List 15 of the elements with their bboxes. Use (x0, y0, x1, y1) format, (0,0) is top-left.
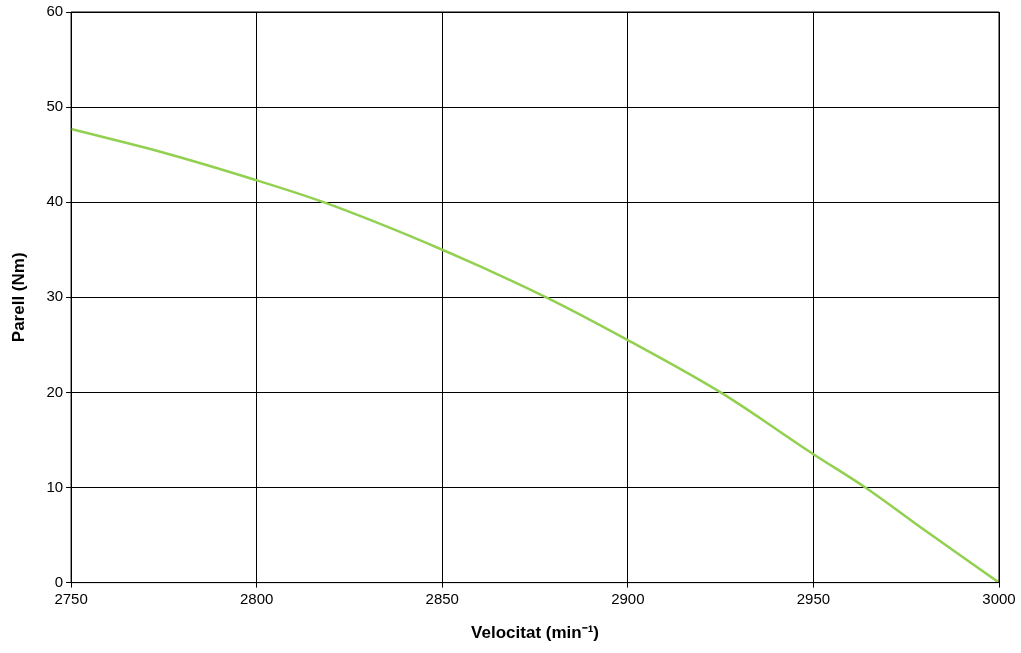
x-tick-label: 2800 (239, 589, 274, 607)
y-tick-label: 60 (46, 2, 64, 20)
y-axis-title: Parell (Nm) (8, 252, 28, 343)
x-axis-title: Velocitat (min⁻¹) (471, 623, 599, 643)
x-tick-label: 2900 (611, 589, 645, 607)
y-tick-label: 20 (46, 382, 64, 400)
y-tick-label: 40 (46, 192, 64, 210)
y-tick-label: 0 (54, 572, 64, 590)
x-tick-label: 2850 (425, 589, 459, 607)
x-tick-label: 2950 (796, 589, 831, 607)
y-tick-label: 10 (46, 477, 64, 495)
x-tick-label: 2750 (54, 589, 88, 607)
y-tick-label: 30 (46, 287, 64, 305)
x-tick-label: 3000 (982, 589, 1016, 607)
y-tick-label: 50 (46, 97, 64, 115)
